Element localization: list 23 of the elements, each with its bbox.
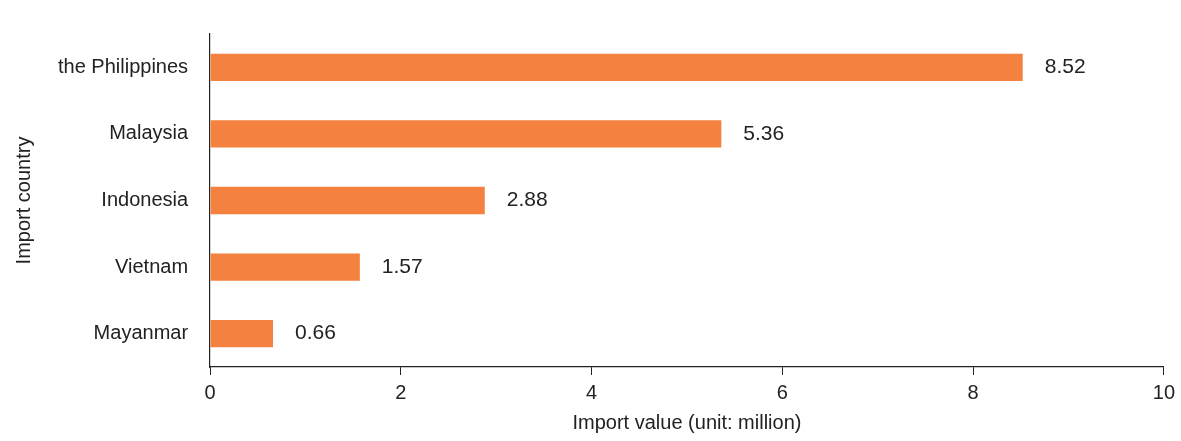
y-axis-title: Import country <box>11 136 34 265</box>
bar <box>210 53 1023 81</box>
x-tick-label: 8 <box>967 380 979 403</box>
bar <box>210 120 722 148</box>
x-axis-title: Import value (unit: million) <box>572 410 802 433</box>
x-tick-label: 4 <box>586 380 598 403</box>
x-tick-label: 0 <box>204 380 216 403</box>
y-tick-label: Indonesia <box>101 188 189 211</box>
bar <box>210 320 274 348</box>
x-tick-label: 10 <box>1152 380 1175 403</box>
y-tick-label: Vietnam <box>115 254 189 277</box>
data-label: 1.57 <box>381 253 423 277</box>
y-tick-label: the Philippines <box>57 54 189 77</box>
data-label: 5.36 <box>743 120 785 144</box>
x-tick-label: 6 <box>776 380 788 403</box>
bar <box>210 186 485 215</box>
x-tick-label: 2 <box>395 380 407 403</box>
y-tick-label: Mayanmar <box>93 321 189 344</box>
data-label: 2.88 <box>506 187 548 211</box>
y-tick-label: Malaysia <box>109 121 189 144</box>
data-label: 0.66 <box>295 320 336 344</box>
data-label: 8.52 <box>1044 54 1086 78</box>
bar <box>210 253 360 281</box>
